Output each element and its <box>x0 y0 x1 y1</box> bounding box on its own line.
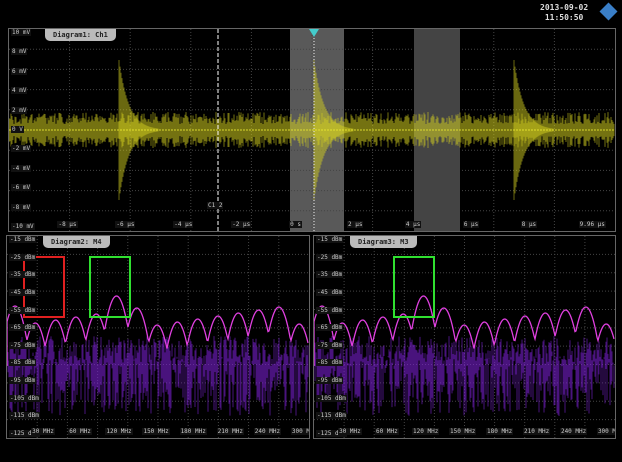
y-axis-label: 10 mV <box>11 29 31 36</box>
spectrum-plot-m3[interactable] <box>314 236 615 438</box>
y-axis-label: -55 dBm <box>316 307 343 314</box>
x-axis-label: 240 MHz <box>254 428 281 435</box>
diagram1-tab[interactable]: Diagram1: Ch1 <box>45 29 116 41</box>
x-axis-label: 2 µs <box>347 221 363 228</box>
y-axis-label: -8 mV <box>11 204 31 211</box>
y-axis-label: -35 dBm <box>9 271 36 278</box>
y-axis-label: -25 dBm <box>9 254 36 261</box>
y-axis-label: 2 mV <box>11 107 27 114</box>
x-axis-label: 4 µs <box>405 221 421 228</box>
timestamp: 2013-09-02 11:50:50 <box>540 3 588 23</box>
y-axis-label: -65 dBm <box>9 324 36 331</box>
x-axis-label: 9.96 µs <box>579 221 606 228</box>
y-axis-label: -25 dBm <box>316 254 343 261</box>
y-axis-label: -105 dBm <box>316 395 347 402</box>
y-axis-label: -85 dBm <box>316 359 343 366</box>
y-axis-label: -2 mV <box>11 145 31 152</box>
date: 2013-09-02 <box>540 3 588 13</box>
x-axis-label: 180 MHz <box>180 428 207 435</box>
y-axis-label: 4 mV <box>11 87 27 94</box>
x-axis-label: 240 MHz <box>560 428 587 435</box>
x-axis-label: 60 MHz <box>68 428 92 435</box>
y-axis-label: -105 dBm <box>9 395 40 402</box>
x-axis-label: 30 MHz <box>338 428 362 435</box>
x-axis-label: 180 MHz <box>486 428 513 435</box>
y-axis-label: -115 dBm <box>316 412 347 419</box>
x-axis-label: -4 µs <box>173 221 193 228</box>
y-axis-label: -15 dBm <box>9 236 36 243</box>
x-axis-label: -6 µs <box>115 221 135 228</box>
y-axis-label: -75 dBm <box>9 342 36 349</box>
time-domain-plot[interactable] <box>9 29 615 231</box>
spectrum-plot-m4[interactable] <box>7 236 309 438</box>
y-axis-label: 0 V <box>11 126 24 133</box>
diamond-logo-icon <box>599 2 617 20</box>
x-axis-label: 210 MHz <box>523 428 550 435</box>
x-axis-label: 6 µs <box>463 221 479 228</box>
y-axis-label: -55 dBm <box>9 307 36 314</box>
x-axis-label: -8 µs <box>57 221 77 228</box>
x-axis-label: 0 s <box>289 221 302 228</box>
y-axis-label: -45 dBm <box>316 289 343 296</box>
diagram2-panel[interactable]: Diagram2: M4 -15 dBm -25 dBm -35 dBm -45 dB… <box>6 235 310 439</box>
y-axis-label: -85 dBm <box>9 359 36 366</box>
y-axis-label: -4 mV <box>11 165 31 172</box>
x-axis-label: 30 MHz <box>31 428 55 435</box>
y-axis-label: 8 mV <box>11 48 27 55</box>
diagram1-panel[interactable]: Diagram1: Ch1 C1 2 10 mV 8 mV 6 mV 4 mV 2 mV… <box>8 28 616 232</box>
y-axis-label: -15 dBm <box>316 236 343 243</box>
diagram2-tab[interactable]: Diagram2: M4 <box>43 236 110 248</box>
x-axis-label: -2 µs <box>231 221 251 228</box>
x-axis-label: 300 MHz <box>597 428 616 435</box>
marker-box <box>394 257 434 317</box>
y-axis-label: -10 mV <box>11 223 35 230</box>
x-axis-label: 150 MHz <box>142 428 169 435</box>
x-axis-label: 300 MHz <box>291 428 310 435</box>
x-axis-label: 210 MHz <box>217 428 244 435</box>
diagram3-tab[interactable]: Diagram3: M3 <box>350 236 417 248</box>
noise-band <box>314 336 614 416</box>
diagram3-panel[interactable]: Diagram3: M3 -15 dBm -25 dBm -35 dBm -45 dB… <box>313 235 616 439</box>
y-axis-label: -6 mV <box>11 184 31 191</box>
cursor-label[interactable]: C1 2 <box>207 202 223 209</box>
y-axis-label: -65 dBm <box>316 324 343 331</box>
x-axis-label: 120 MHz <box>105 428 132 435</box>
y-axis-label: -35 dBm <box>316 271 343 278</box>
y-axis-label: 6 mV <box>11 68 27 75</box>
x-axis-label: 60 MHz <box>375 428 399 435</box>
y-axis-label: -115 dBm <box>9 412 40 419</box>
y-axis-label: -45 dBm <box>9 289 36 296</box>
x-axis-label: 150 MHz <box>449 428 476 435</box>
y-axis-label: -95 dBm <box>316 377 343 384</box>
y-axis-label: -75 dBm <box>316 342 343 349</box>
y-axis-label: -95 dBm <box>9 377 36 384</box>
x-axis-label: 120 MHz <box>412 428 439 435</box>
time: 11:50:50 <box>540 13 588 23</box>
x-axis-label: 8 µs <box>521 221 537 228</box>
